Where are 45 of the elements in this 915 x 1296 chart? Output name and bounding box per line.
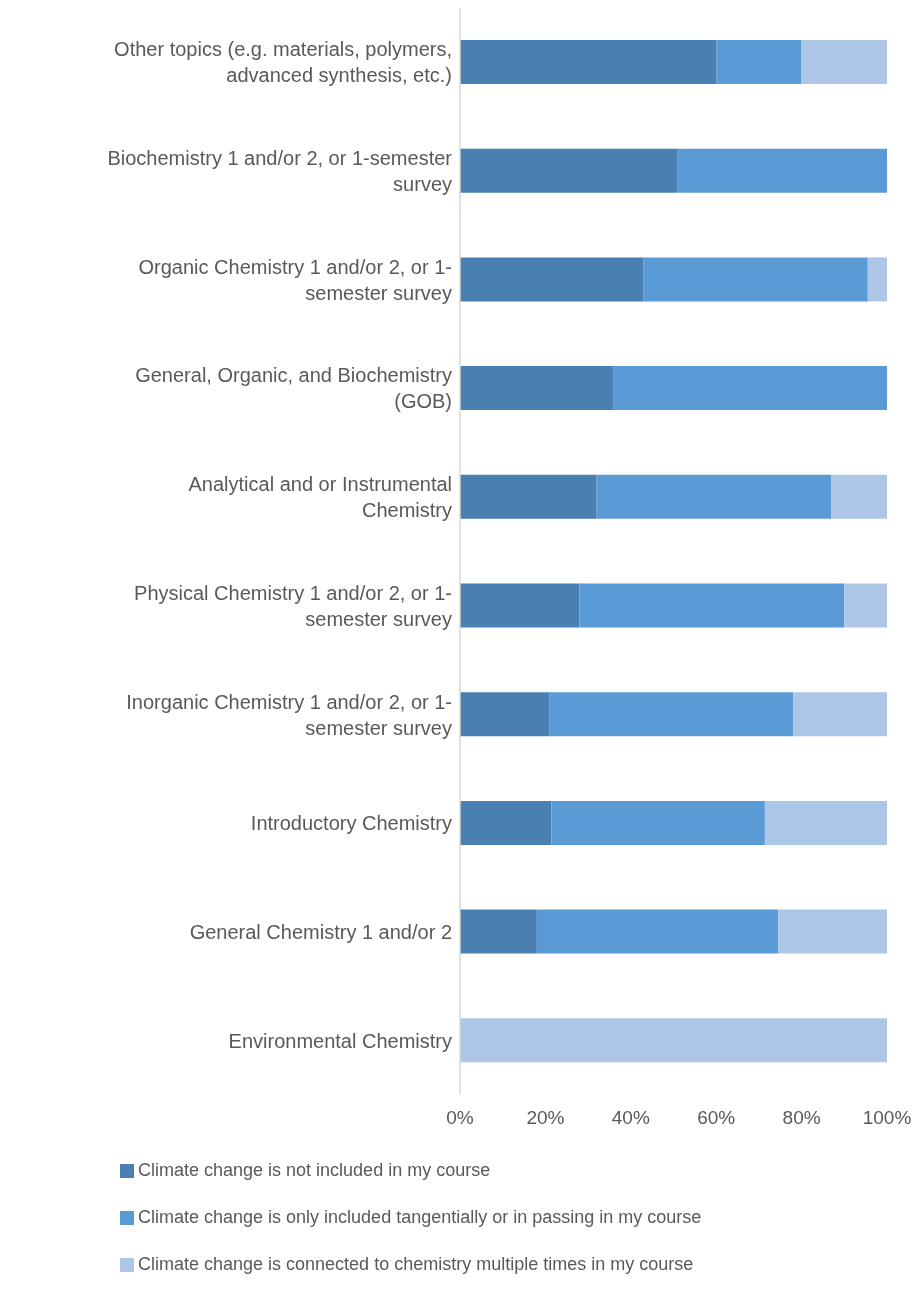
bar <box>536 909 779 954</box>
y-tick-label: General Chemistry 1 and/or 2 <box>189 920 452 943</box>
bar <box>677 148 887 193</box>
bar <box>613 366 887 411</box>
bar <box>460 692 550 737</box>
bar <box>460 583 580 628</box>
y-tick-label: Analytical and or Instrumental Chemistry <box>188 473 452 522</box>
bar <box>793 692 887 737</box>
bar <box>643 257 868 302</box>
x-tick-label: 0% <box>446 1107 474 1129</box>
y-tick-label: General, Organic, and Biochemistry (GOB) <box>135 364 452 413</box>
x-tick-label: 100% <box>862 1107 912 1129</box>
x-tick-label: 40% <box>611 1107 650 1129</box>
bar <box>764 800 887 845</box>
y-tick-label: Biochemistry 1 and/or 2, or 1-semester survey <box>107 147 453 196</box>
legend-label: Climate change is connected to chemistry multiple times in my course <box>138 1254 694 1274</box>
bar <box>778 909 887 954</box>
bar <box>460 366 614 411</box>
bar <box>596 474 832 519</box>
bar <box>844 583 887 628</box>
bar <box>831 474 887 519</box>
y-tick-label: Organic Chemistry 1 and/or 2, or 1-semester survey <box>138 255 452 304</box>
bar <box>460 909 537 954</box>
bar <box>460 800 552 845</box>
bar <box>460 148 678 193</box>
legend-label: Climate change is only included tangentially or in passing in my course <box>138 1207 702 1227</box>
bar <box>460 40 717 84</box>
bar <box>460 474 597 519</box>
y-tick-label: Introductory Chemistry <box>250 812 452 835</box>
x-tick-label: 60% <box>697 1107 736 1129</box>
y-tick-label: Environmental Chemistry <box>228 1029 452 1052</box>
y-tick-label: Other topics (e.g. materials, polymers, advanced synthesis, etc.) <box>114 38 452 87</box>
bar <box>551 800 765 845</box>
bar <box>460 257 644 302</box>
y-tick-label: Inorganic Chemistry 1 and/or 2, or 1-semester survey <box>126 690 452 739</box>
legend-label: Climate change is not included in my course <box>138 1160 491 1180</box>
bar <box>867 257 887 302</box>
y-tick-label: Physical Chemistry 1 and/or 2, or 1-semester survey <box>134 581 452 630</box>
bar <box>716 40 802 84</box>
x-tick-label: 80% <box>782 1107 821 1129</box>
bar <box>460 1018 887 1063</box>
bar <box>801 40 887 84</box>
bar <box>579 583 845 628</box>
x-tick-label: 20% <box>526 1107 565 1129</box>
bar <box>549 692 794 737</box>
